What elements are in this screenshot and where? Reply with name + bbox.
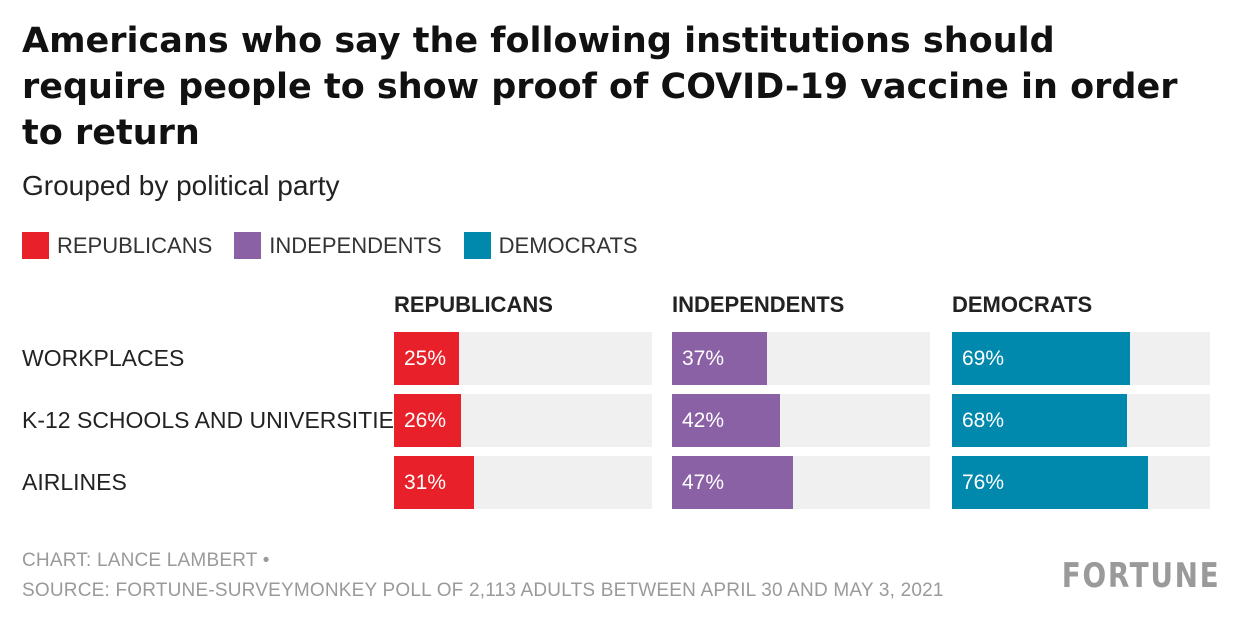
bar-value-label: 37%	[682, 347, 725, 370]
bar-independents-k-12-schools-and-universities: 42%	[672, 394, 781, 447]
chart-credit: CHART: LANCE LAMBERT •	[22, 550, 270, 571]
bar-track: 42%	[672, 394, 930, 447]
bar-track: 69%	[952, 332, 1210, 385]
legend-label-democrats: DEMOCRATS	[498, 232, 638, 258]
legend-swatch-republicans	[22, 232, 49, 259]
bar-independents-workplaces: 37%	[672, 332, 768, 385]
fortune-logo: FORTUNE	[1061, 556, 1220, 596]
bar-value-label: 68%	[962, 409, 1005, 432]
bar-democrats-airlines: 76%	[952, 456, 1149, 509]
bar-value-label: 69%	[962, 347, 1005, 370]
column-header-democrats: DEMOCRATS	[952, 292, 1093, 317]
legend-item-republicans: REPUBLICANS	[22, 232, 212, 259]
column-header-independents: INDEPENDENTS	[672, 292, 845, 317]
bar-democrats-workplaces: 69%	[952, 332, 1131, 385]
bar-track: 31%	[394, 456, 652, 509]
bar-value-label: 47%	[682, 471, 725, 494]
chart-subtitle: Grouped by political party	[22, 170, 340, 201]
bar-track: 37%	[672, 332, 930, 385]
legend: REPUBLICANS INDEPENDENTS DEMOCRATS	[22, 232, 660, 259]
bar-value-label: 42%	[682, 409, 725, 432]
bar-republicans-workplaces: 25%	[394, 332, 459, 385]
bar-value-label: 26%	[404, 409, 447, 432]
bar-track: 25%	[394, 332, 652, 385]
bar-value-label: 25%	[404, 347, 447, 370]
bar-independents-airlines: 47%	[672, 456, 794, 509]
legend-item-democrats: DEMOCRATS	[463, 232, 638, 259]
legend-label-republicans: REPUBLICANS	[57, 232, 213, 258]
row-label-k-12-schools-and-universities: K-12 SCHOOLS AND UNIVERSITIES	[22, 407, 410, 433]
column-header-republicans: REPUBLICANS	[394, 292, 553, 317]
bar-value-label: 76%	[962, 471, 1005, 494]
bar-republicans-airlines: 31%	[394, 456, 474, 509]
row-label-workplaces: WORKPLACES	[22, 345, 185, 371]
bar-democrats-k-12-schools-and-universities: 68%	[952, 394, 1128, 447]
legend-item-independents: INDEPENDENTS	[234, 232, 442, 259]
bar-value-label: 31%	[404, 471, 447, 494]
row-label-airlines: AIRLINES	[22, 469, 127, 495]
legend-label-independents: INDEPENDENTS	[269, 232, 442, 258]
bar-track: 68%	[952, 394, 1210, 447]
bar-track: 26%	[394, 394, 652, 447]
legend-swatch-independents	[234, 232, 262, 259]
bar-track: 47%	[672, 456, 930, 509]
chart-title: Americans who say the following institut…	[22, 21, 1178, 153]
bar-republicans-k-12-schools-and-universities: 26%	[394, 394, 462, 447]
bar-track: 76%	[952, 456, 1210, 509]
legend-swatch-democrats	[463, 232, 491, 259]
chart-source: SOURCE: FORTUNE-SURVEYMONKEY POLL OF 2,1…	[22, 580, 944, 601]
